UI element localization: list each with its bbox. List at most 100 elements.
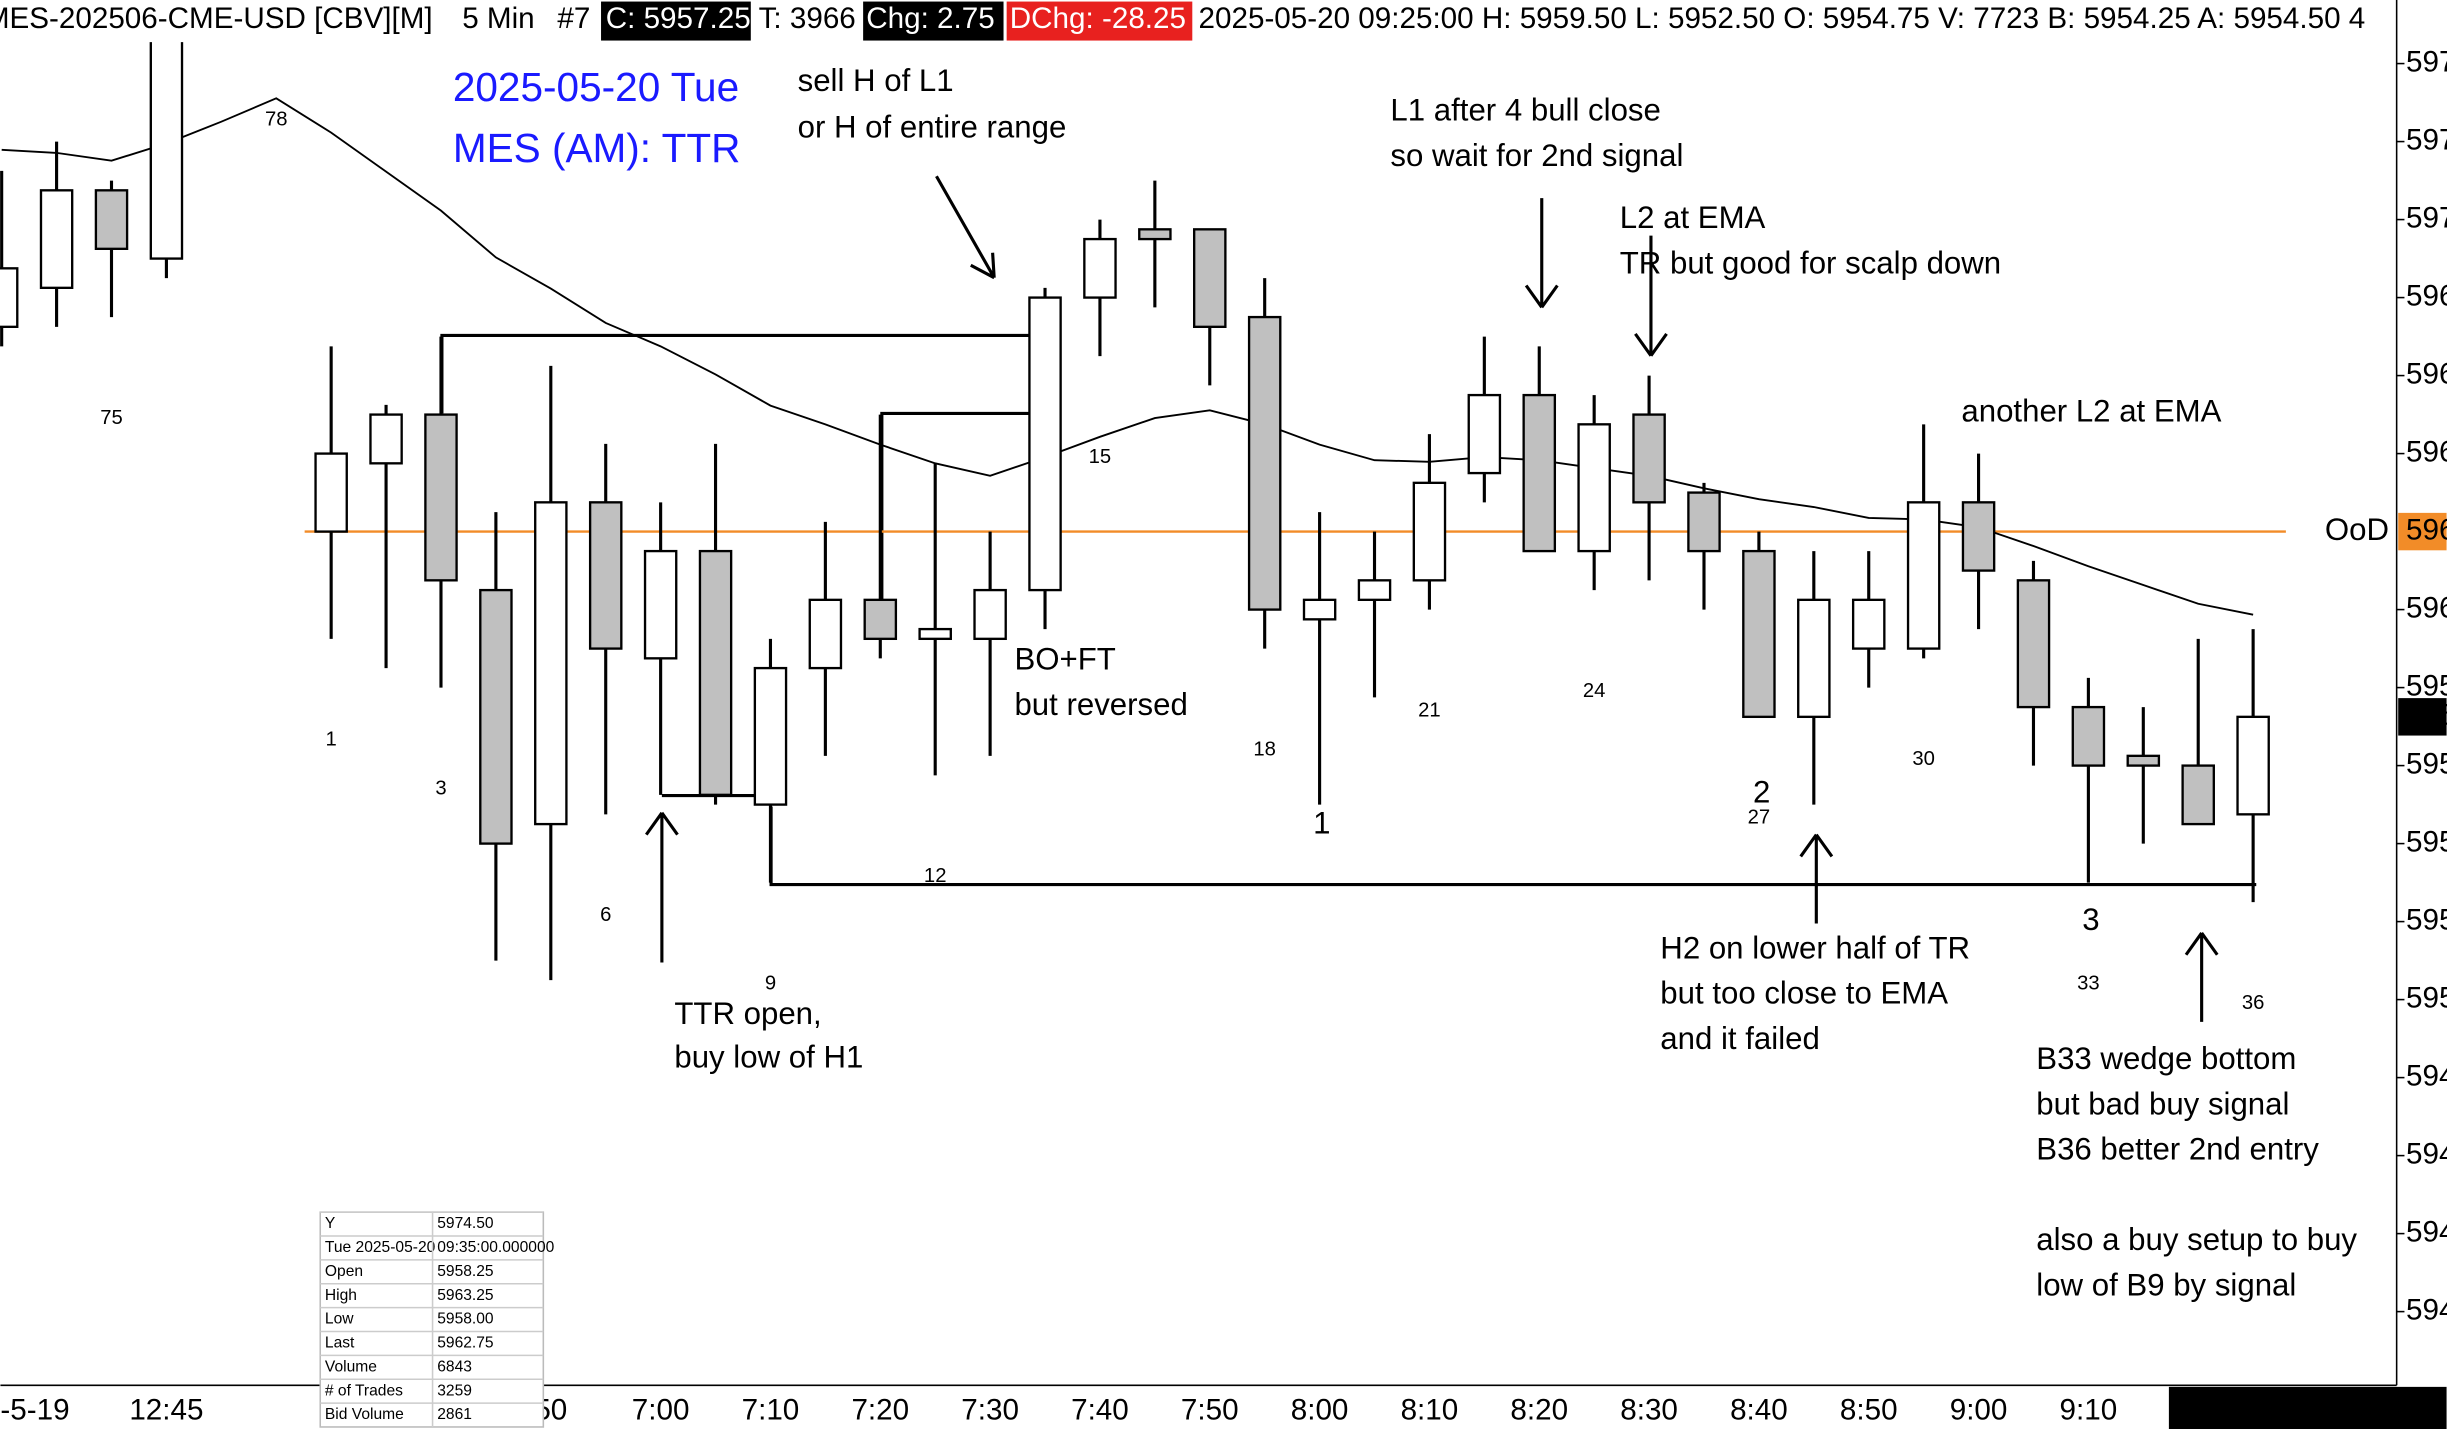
- data-window-value: 5958.25: [437, 1263, 494, 1280]
- arrow: [1634, 235, 1668, 357]
- y-tick-label: 595: [2406, 981, 2447, 1014]
- annotation: but bad buy signal: [2036, 1086, 2289, 1121]
- day-change: DChg: -28.25: [1010, 2, 1186, 35]
- candle-body: [1961, 501, 1996, 572]
- candle-body: [753, 666, 788, 806]
- candle-body: [973, 588, 1007, 641]
- data-window-key: Open: [325, 1263, 363, 1280]
- plot-area: [0, 5, 2286, 1022]
- swing-label: 1: [1313, 805, 1330, 840]
- last-price-label: 595: [2406, 699, 2447, 732]
- annotation: B36 better 2nd entry: [2036, 1132, 2319, 1167]
- y-tick-label: 595: [2406, 669, 2447, 702]
- candle-body: [1083, 237, 1117, 299]
- candle-body: [808, 598, 843, 670]
- candle-body: [918, 627, 952, 641]
- bar-number: 30: [1912, 748, 1935, 770]
- candle-body: [2071, 705, 2106, 767]
- annotation: TR but good for scalp down: [1620, 245, 2001, 280]
- swing-label: 2: [1753, 774, 1770, 809]
- y-tick-label: 594: [2406, 1215, 2447, 1248]
- x-tick-label: 7:30: [961, 1394, 1019, 1427]
- y-tick-label: 596: [2406, 435, 2447, 468]
- data-window-value: 2861: [437, 1406, 472, 1423]
- candle-body: [314, 452, 348, 533]
- candle-body: [1467, 393, 1502, 475]
- candle-body: [588, 501, 623, 650]
- arrow: [1524, 198, 1559, 309]
- interval: 5 Min: [462, 2, 534, 35]
- candle-body: [863, 598, 898, 641]
- candle-body: [1412, 481, 1447, 582]
- data-window-value: 5963.25: [437, 1287, 494, 1304]
- bar-number: 78: [265, 108, 288, 130]
- annotation: and it failed: [1660, 1021, 1820, 1056]
- candle-body: [698, 549, 733, 797]
- candle-body: [643, 549, 678, 660]
- annotation: buy low of H1: [674, 1040, 863, 1075]
- bar-number: 27: [1748, 807, 1771, 829]
- candle-body: [424, 413, 458, 582]
- y-tick-label: 597: [2406, 123, 2447, 156]
- bar-number: 33: [2077, 972, 2100, 994]
- bar-number: 18: [1253, 738, 1276, 760]
- close-box: [601, 1, 751, 41]
- close: C: 5957.25: [606, 2, 751, 35]
- change-box: [863, 1, 1004, 41]
- data-window-value: 5958.00: [437, 1311, 494, 1328]
- candle-body: [1742, 549, 1776, 719]
- arrow: [2184, 931, 2219, 1022]
- data-window-key: # of Trades: [325, 1382, 403, 1399]
- arrow: [1799, 833, 1834, 924]
- annotation: but too close to EMA: [1660, 976, 1948, 1011]
- ood-label: OoD: [2325, 512, 2389, 547]
- candle-body: [1247, 315, 1282, 611]
- annotation: TTR open,: [674, 996, 821, 1031]
- ticks: T: 3966: [759, 2, 856, 35]
- change: Chg: 2.75: [866, 2, 994, 35]
- annotation: or H of entire range: [798, 110, 1067, 145]
- candle-body: [1906, 501, 1941, 650]
- header-bar: MES-202506-CME-USD [CBV][M] 5 Min #7 C: …: [0, 0, 2447, 43]
- data-window-value: 3259: [437, 1382, 472, 1399]
- cursor-time-box: [2168, 1386, 2447, 1429]
- header-background: [0, 0, 2447, 43]
- candle-body: [479, 588, 513, 845]
- annotation: 2025-05-20 Tue: [453, 64, 739, 110]
- bar-index: #7: [557, 2, 590, 35]
- data-window-value: 6843: [437, 1358, 472, 1375]
- data-window-key: Last: [325, 1335, 355, 1352]
- candle-body: [1193, 228, 1227, 328]
- bar-number: 24: [1583, 680, 1606, 702]
- data-window-value: 5974.50: [437, 1215, 494, 1232]
- candle-body: [1522, 393, 1557, 553]
- y-tick-label: 596: [2406, 357, 2447, 390]
- x-tick-label: 8:30: [1620, 1394, 1678, 1427]
- x-tick-label: 9:00: [1950, 1394, 2008, 1427]
- cursor-time: Tue 2025-05-20 0: [2189, 1392, 2423, 1425]
- annotation: MES (AM): TTR: [453, 125, 741, 171]
- x-tick-label: 7:10: [742, 1394, 800, 1427]
- ood-tag: 596: [2406, 513, 2447, 546]
- candle-body: [2236, 715, 2270, 816]
- x-tick-label: -5-19: [0, 1394, 69, 1427]
- candle-body: [534, 501, 568, 826]
- y-tick-label: 594: [2406, 1059, 2447, 1092]
- x-tick-label: 7:40: [1071, 1394, 1129, 1427]
- annotation: another L2 at EMA: [1961, 394, 2221, 429]
- x-tick-label: 8:00: [1291, 1394, 1349, 1427]
- annotation: also a buy setup to buy: [2036, 1222, 2357, 1257]
- y-tick-label: 595: [2406, 747, 2447, 780]
- annotation: low of B9 by signal: [2036, 1267, 2296, 1302]
- annotation: L1 after 4 bull close: [1390, 93, 1660, 128]
- candle-body: [94, 189, 129, 250]
- candle-body: [369, 413, 403, 465]
- data-window-value: 5962.75: [437, 1335, 494, 1352]
- x-tick-label: 8:50: [1840, 1394, 1898, 1427]
- bar-number: 36: [2242, 992, 2265, 1014]
- bar-number: 9: [765, 972, 776, 994]
- symbol: MES-202506-CME-USD [CBV][M]: [0, 2, 433, 35]
- candle-body: [0, 267, 19, 328]
